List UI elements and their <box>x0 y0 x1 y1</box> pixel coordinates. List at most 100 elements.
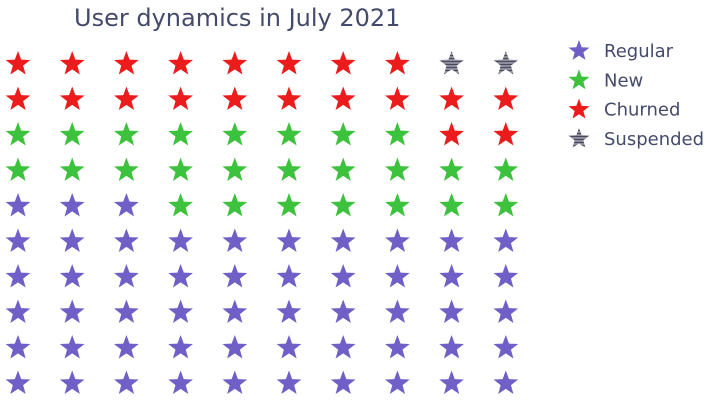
star-new <box>276 193 302 217</box>
star-new <box>114 122 139 146</box>
legend-item-churned[interactable]: Churned <box>568 98 681 121</box>
star-regular <box>439 335 464 359</box>
star-regular <box>439 228 464 253</box>
star-new <box>276 157 302 182</box>
star-regular <box>385 299 410 324</box>
star-regular <box>5 370 31 395</box>
star-regular <box>385 264 410 288</box>
star-churned <box>114 51 139 75</box>
star-regular <box>168 264 193 288</box>
star-regular <box>168 335 193 359</box>
star-suspended <box>439 51 464 75</box>
star-new <box>168 122 193 146</box>
star-new <box>59 157 85 182</box>
star-regular <box>330 370 356 395</box>
star-regular <box>5 264 31 288</box>
star-regular <box>493 335 519 359</box>
star-regular <box>276 299 302 324</box>
star-regular <box>114 264 139 288</box>
star-regular <box>439 264 464 288</box>
star-regular <box>59 335 85 359</box>
star-regular <box>276 228 302 253</box>
star-regular <box>276 335 302 359</box>
star-new <box>114 157 139 182</box>
star-regular <box>493 299 519 324</box>
star-new <box>493 157 519 182</box>
star-new <box>59 122 85 146</box>
star-regular <box>114 193 139 217</box>
star-new <box>385 193 410 217</box>
star-new <box>439 193 464 217</box>
star-new <box>222 193 248 217</box>
star-new <box>222 122 248 146</box>
star-regular <box>330 299 356 324</box>
star-regular <box>330 228 356 253</box>
star-new <box>222 157 248 182</box>
star-new <box>330 193 356 217</box>
star-regular <box>385 370 410 395</box>
legend-item-regular[interactable]: Regular <box>568 40 674 62</box>
legend-label: New <box>604 70 643 91</box>
star-churned <box>439 122 464 146</box>
star-regular <box>5 193 31 217</box>
star-suspended <box>493 51 519 75</box>
legend-item-suspended[interactable]: Suspended <box>568 127 705 150</box>
star-new <box>168 193 193 217</box>
star-new <box>276 122 302 146</box>
star-churned <box>330 86 356 111</box>
star-churned <box>493 86 519 111</box>
star-churned <box>276 86 302 111</box>
star-regular <box>59 193 85 217</box>
star-regular <box>5 299 31 324</box>
star-churned <box>59 51 85 75</box>
star-regular <box>114 299 139 324</box>
star-regular <box>114 228 139 253</box>
star-churned <box>385 86 410 111</box>
star-regular <box>114 335 139 359</box>
legend-item-new[interactable]: New <box>568 69 644 91</box>
star-new <box>493 193 519 217</box>
star-new <box>5 157 31 182</box>
star-regular <box>59 299 85 324</box>
star-regular <box>330 335 356 359</box>
star-churned <box>330 51 356 75</box>
star-regular <box>385 335 410 359</box>
star-new <box>385 122 410 146</box>
star-regular <box>5 228 31 253</box>
legend-label: Suspended <box>604 129 704 150</box>
star-regular <box>276 264 302 288</box>
star-regular <box>59 228 85 253</box>
star-new <box>5 122 31 146</box>
star-new <box>168 157 193 182</box>
star-regular <box>330 264 356 288</box>
star-regular <box>222 335 248 359</box>
star-regular <box>439 370 464 395</box>
star-regular <box>168 370 193 395</box>
star-regular <box>168 299 193 324</box>
legend-star-icon <box>568 40 590 60</box>
star-regular <box>493 370 519 395</box>
star-new <box>330 122 356 146</box>
legend-star-icon <box>568 69 590 90</box>
star-regular <box>59 370 85 395</box>
legend-label: Regular <box>604 41 674 62</box>
star-regular <box>439 299 464 324</box>
legend-star-icon <box>568 127 590 148</box>
star-regular <box>385 228 410 253</box>
star-churned <box>114 86 139 111</box>
chart-title: User dynamics in July 2021 <box>74 4 400 32</box>
star-regular <box>493 228 519 253</box>
star-regular <box>222 228 248 253</box>
star-regular <box>59 264 85 288</box>
star-churned <box>222 51 248 75</box>
star-churned <box>276 51 302 75</box>
star-churned <box>59 86 85 111</box>
star-regular <box>222 299 248 324</box>
legend[interactable]: Regular New Churned Suspended <box>568 40 705 150</box>
star-churned <box>439 86 464 111</box>
star-regular <box>168 228 193 253</box>
star-churned <box>5 86 31 111</box>
star-churned <box>385 51 410 75</box>
star-regular <box>222 370 248 395</box>
star-new <box>330 157 356 182</box>
